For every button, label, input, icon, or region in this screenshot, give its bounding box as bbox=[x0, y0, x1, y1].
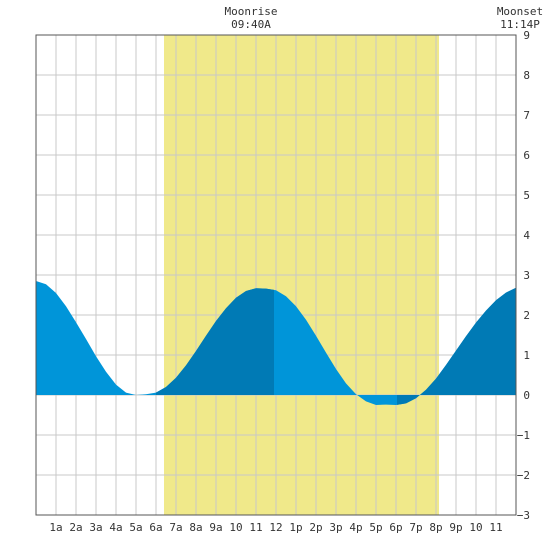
x-tick-label: 7p bbox=[409, 521, 422, 534]
tide-area-dark-section bbox=[397, 287, 516, 405]
moonrise-time: 09:40A bbox=[231, 18, 271, 31]
x-tick-label: 10 bbox=[229, 521, 242, 534]
x-tick-label: 10 bbox=[469, 521, 482, 534]
x-tick-label: 8a bbox=[189, 521, 202, 534]
y-tick-label: −1 bbox=[517, 429, 530, 442]
moonrise-label-block: Moonrise 09:40A bbox=[222, 5, 280, 31]
x-tick-label: 5a bbox=[129, 521, 142, 534]
x-tick-label: 2a bbox=[69, 521, 82, 534]
tide-area-dark-section bbox=[156, 288, 274, 395]
moonset-label: Moonset bbox=[496, 5, 544, 18]
tide-area bbox=[36, 281, 516, 405]
x-tick-label: 4a bbox=[109, 521, 122, 534]
moonset-time: 11:14P bbox=[500, 18, 540, 31]
x-tick-label: 4p bbox=[349, 521, 362, 534]
y-tick-label: 7 bbox=[523, 109, 530, 122]
x-tick-label: 9p bbox=[449, 521, 462, 534]
x-tick-label: 8p bbox=[429, 521, 442, 534]
x-tick-label: 1p bbox=[289, 521, 302, 534]
moonrise-label: Moonrise bbox=[224, 5, 278, 18]
y-tick-label: 4 bbox=[523, 229, 530, 242]
x-tick-label: 2p bbox=[309, 521, 322, 534]
x-tick-label: 3p bbox=[329, 521, 342, 534]
y-tick-label: 6 bbox=[523, 149, 530, 162]
y-tick-label: 3 bbox=[523, 269, 530, 282]
plot-frame bbox=[35, 34, 517, 516]
x-tick-label: 6a bbox=[149, 521, 162, 534]
x-tick-label: 3a bbox=[89, 521, 102, 534]
y-tick-label: 0 bbox=[523, 389, 530, 402]
y-tick-label: 5 bbox=[523, 189, 530, 202]
x-tick-label: 6p bbox=[389, 521, 402, 534]
x-tick-label: 11 bbox=[489, 521, 502, 534]
y-tick-label: 9 bbox=[523, 29, 530, 42]
moonset-label-block: Moonset 11:14P bbox=[492, 5, 548, 31]
y-tick-label: −2 bbox=[517, 469, 530, 482]
x-tick-label: 11 bbox=[249, 521, 262, 534]
x-tick-label: 1a bbox=[49, 521, 62, 534]
y-tick-label: 1 bbox=[523, 349, 530, 362]
x-tick-label: 9a bbox=[209, 521, 222, 534]
x-tick-label: 12 bbox=[269, 521, 282, 534]
y-tick-label: −3 bbox=[517, 509, 530, 522]
y-tick-label: 8 bbox=[523, 69, 530, 82]
y-tick-label: 2 bbox=[523, 309, 530, 322]
x-tick-label: 5p bbox=[369, 521, 382, 534]
x-tick-label: 7a bbox=[169, 521, 182, 534]
